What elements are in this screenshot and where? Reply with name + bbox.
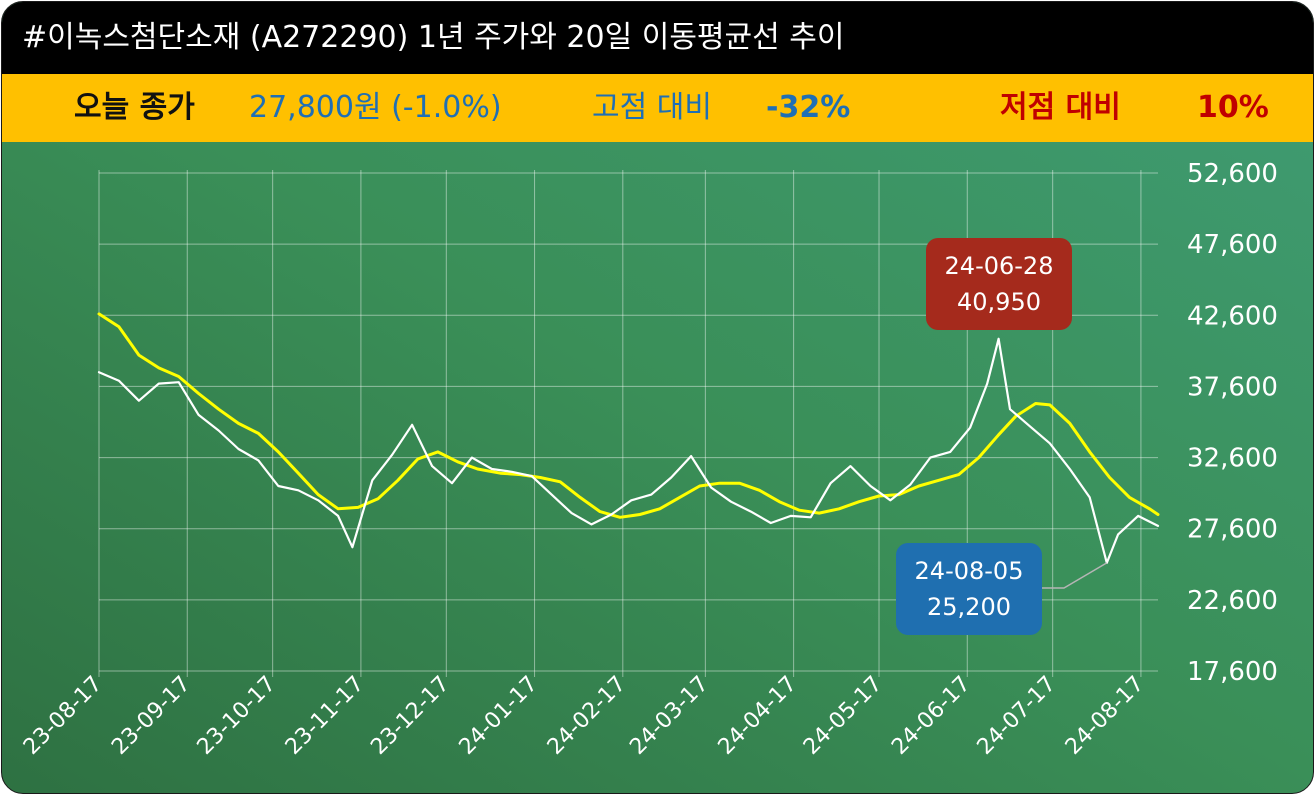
ma20-line — [97, 312, 1160, 519]
x-tick-label: 23-08-17 — [19, 672, 107, 760]
vs-high-label: 고점 대비 — [592, 90, 712, 125]
vs-low-label: 저점 대비 — [1000, 90, 1121, 125]
y-tick-label: 22,600 — [1187, 586, 1278, 616]
x-tick-label: 24-08-17 — [1061, 672, 1149, 760]
x-tick-label: 24-05-17 — [799, 672, 887, 760]
y-tick-label: 27,600 — [1187, 515, 1278, 545]
low-callout-date: 24-08-05 — [915, 557, 1024, 585]
x-tick-label: 24-01-17 — [455, 672, 543, 760]
chart-title: #이녹스첨단소재 (A272290) 1년 주가와 20일 이동평균선 추이 — [2, 2, 1313, 74]
y-tick-label: 17,600 — [1187, 657, 1278, 687]
close-price-label: 오늘 종가 — [74, 90, 195, 125]
low-callout-value: 25,200 — [927, 593, 1011, 621]
x-tick-label: 24-04-17 — [714, 672, 802, 760]
close-price-value: 27,800원 (-1.0%) — [249, 90, 502, 125]
high-callout-value: 40,950 — [957, 288, 1041, 316]
vs-high-value: -32% — [766, 90, 851, 125]
low-callout-leader — [1042, 562, 1108, 589]
high-callout-box — [926, 238, 1072, 330]
x-tick-label: 23-11-17 — [281, 672, 369, 760]
price-line — [97, 337, 1160, 565]
y-tick-label: 37,600 — [1187, 372, 1278, 402]
x-tick-label: 24-03-17 — [625, 672, 713, 760]
x-tick-label: 24-06-17 — [887, 672, 975, 760]
x-tick-label: 23-12-17 — [366, 672, 454, 760]
y-tick-label: 42,600 — [1187, 301, 1278, 331]
high-callout-date: 24-06-28 — [945, 252, 1054, 280]
x-tick-label: 24-02-17 — [543, 672, 631, 760]
info-bar: 오늘 종가 27,800원 (-1.0%) 고점 대비 -32% 저점 대비 1… — [2, 74, 1313, 142]
y-tick-label: 32,600 — [1187, 444, 1278, 474]
y-tick-label: 47,600 — [1187, 230, 1278, 260]
x-tick-label: 24-07-17 — [973, 672, 1061, 760]
y-tick-label: 52,600 — [1187, 159, 1278, 189]
x-tick-label: 23-09-17 — [107, 672, 195, 760]
x-tick-label: 23-10-17 — [193, 672, 281, 760]
low-callout-box — [896, 543, 1042, 635]
vs-low-value: 10% — [1197, 90, 1269, 125]
